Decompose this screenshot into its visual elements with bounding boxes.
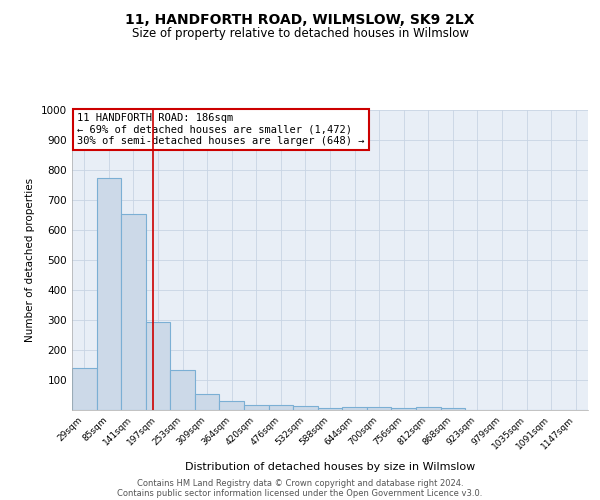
- Bar: [367, 407, 391, 410]
- Text: 11, HANDFORTH ROAD, WILMSLOW, SK9 2LX: 11, HANDFORTH ROAD, WILMSLOW, SK9 2LX: [125, 12, 475, 26]
- Bar: [269, 404, 293, 410]
- Bar: [318, 408, 342, 410]
- Bar: [391, 408, 416, 410]
- Bar: [121, 214, 146, 410]
- Bar: [244, 404, 269, 410]
- Text: Contains HM Land Registry data © Crown copyright and database right 2024.: Contains HM Land Registry data © Crown c…: [137, 478, 463, 488]
- Text: Contains public sector information licensed under the Open Government Licence v3: Contains public sector information licen…: [118, 488, 482, 498]
- Bar: [195, 394, 220, 410]
- Bar: [97, 178, 121, 410]
- Bar: [72, 368, 97, 410]
- Text: Size of property relative to detached houses in Wilmslow: Size of property relative to detached ho…: [131, 28, 469, 40]
- Bar: [146, 322, 170, 410]
- Y-axis label: Number of detached properties: Number of detached properties: [25, 178, 35, 342]
- Bar: [220, 401, 244, 410]
- Bar: [170, 370, 195, 410]
- Bar: [416, 407, 440, 410]
- Text: 11 HANDFORTH ROAD: 186sqm
← 69% of detached houses are smaller (1,472)
30% of se: 11 HANDFORTH ROAD: 186sqm ← 69% of detac…: [77, 113, 365, 146]
- Bar: [440, 408, 465, 410]
- Bar: [342, 407, 367, 410]
- Bar: [293, 406, 318, 410]
- X-axis label: Distribution of detached houses by size in Wilmslow: Distribution of detached houses by size …: [185, 462, 475, 472]
